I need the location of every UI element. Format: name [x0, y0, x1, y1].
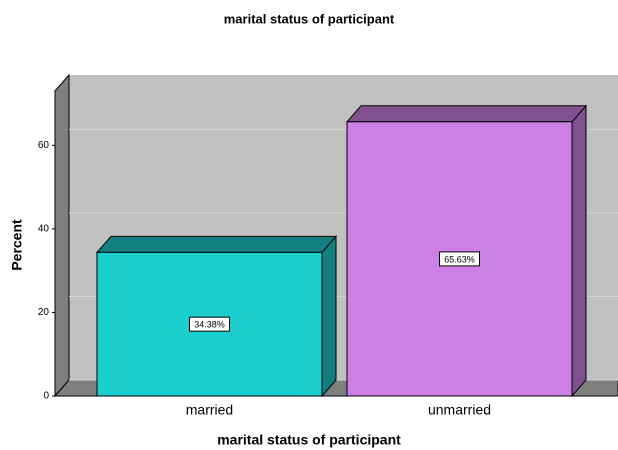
- x-axis-label: marital status of participant: [217, 432, 401, 448]
- value-label: 65.63%: [444, 254, 475, 264]
- y-tick-label: 20: [38, 307, 50, 318]
- x-tick-label: married: [186, 402, 233, 418]
- chart-title: marital status of participant: [224, 11, 395, 26]
- value-label-box: [189, 316, 230, 332]
- y-tick-label: 40: [38, 224, 50, 235]
- y-axis-label: Percent: [9, 219, 25, 271]
- value-label: 34.38%: [194, 320, 225, 330]
- bar-top: [95, 235, 338, 253]
- y-tick-label: 60: [38, 140, 50, 151]
- y-tick-label: 0: [43, 391, 49, 402]
- bar-side: [321, 235, 337, 398]
- bar-top: [345, 105, 588, 123]
- bar-side: [571, 104, 587, 398]
- value-label-box: [439, 251, 480, 267]
- left-wall: [54, 73, 70, 398]
- x-tick-label: unmarried: [428, 402, 491, 418]
